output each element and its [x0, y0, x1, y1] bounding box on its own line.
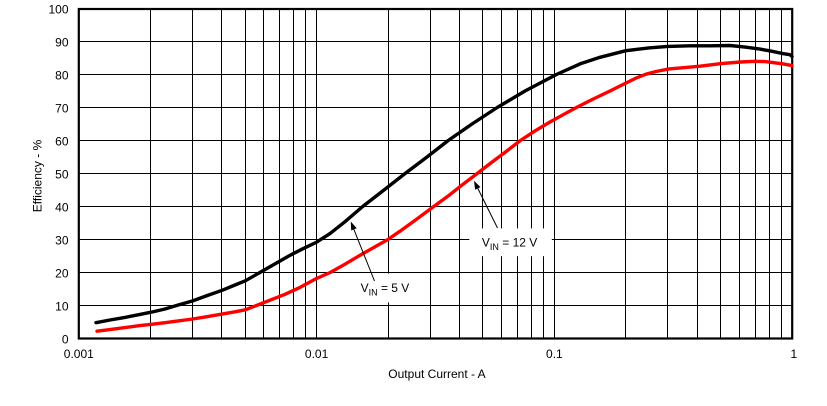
- svg-text:30: 30: [55, 233, 69, 247]
- svg-text:40: 40: [55, 200, 69, 214]
- svg-text:60: 60: [55, 134, 69, 148]
- svg-text:10: 10: [55, 299, 69, 313]
- svg-text:50: 50: [55, 167, 69, 181]
- svg-text:Efficiency - %: Efficiency - %: [31, 139, 45, 212]
- svg-text:20: 20: [55, 266, 69, 280]
- svg-text:1: 1: [790, 347, 797, 361]
- svg-text:90: 90: [55, 35, 69, 49]
- svg-text:0: 0: [62, 332, 69, 346]
- svg-text:0.01: 0.01: [305, 347, 329, 361]
- svg-text:70: 70: [55, 101, 69, 115]
- svg-text:80: 80: [55, 68, 69, 82]
- svg-text:100: 100: [48, 2, 68, 16]
- svg-text:Output Current - A: Output Current - A: [388, 367, 485, 381]
- svg-text:0.1: 0.1: [546, 347, 563, 361]
- svg-text:0.001: 0.001: [64, 347, 94, 361]
